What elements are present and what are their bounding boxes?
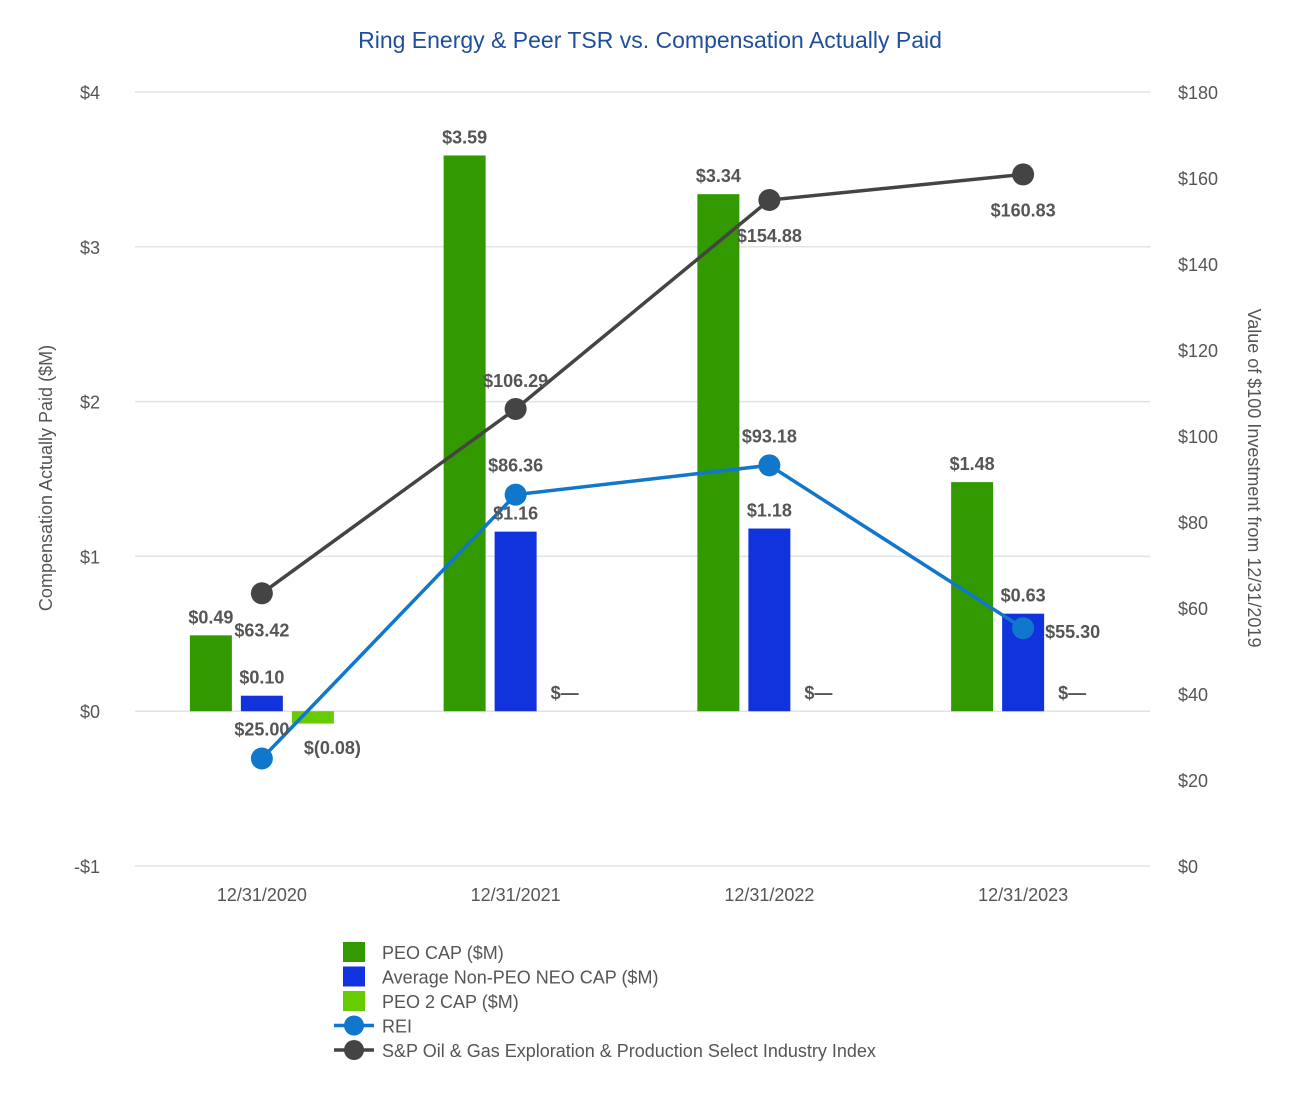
bar	[748, 528, 791, 712]
y-right-tick-label: $180	[1178, 83, 1218, 103]
y-left-axis-title: Compensation Actually Paid ($M)	[36, 345, 56, 611]
line-data-label: $93.18	[742, 426, 797, 446]
bar-data-label: $—	[551, 683, 579, 703]
x-tick-label: 12/31/2023	[978, 885, 1068, 905]
lines	[250, 163, 1035, 770]
series-marker	[250, 582, 273, 605]
bar-data-label: $1.18	[747, 501, 792, 521]
x-tick-label: 12/31/2021	[471, 885, 561, 905]
y-right-tick-label: $0	[1178, 857, 1198, 877]
line-data-label: $160.83	[991, 200, 1056, 220]
legend-label: PEO 2 CAP ($M)	[382, 992, 519, 1012]
series-marker	[504, 397, 527, 420]
y-left-tick-label: $2	[80, 393, 100, 413]
y-right-axis-title: Value of $100 Investment from 12/31/2019	[1244, 309, 1264, 648]
data-labels: $0.49 $3.59 $3.34 $1.48 $0.10 $1.16 $1.18 $0.63…	[188, 127, 1100, 758]
series-marker	[758, 189, 781, 212]
x-tick-label: 12/31/2020	[217, 885, 307, 905]
line-data-label: $63.42	[234, 620, 289, 640]
legend-label: Average Non-PEO NEO CAP ($M)	[382, 968, 658, 988]
bar	[494, 531, 537, 712]
right-axis-ticks: $0 $20 $40 $60 $80 $100 $120 $140 $160 $180	[1178, 83, 1218, 877]
y-right-tick-label: $20	[1178, 771, 1208, 791]
legend-label: REI	[382, 1017, 412, 1037]
bar-data-label: $0.10	[239, 668, 284, 688]
legend-label: S&P Oil & Gas Exploration & Production S…	[382, 1041, 876, 1061]
bar-data-label: $1.48	[950, 454, 995, 474]
y-right-tick-label: $160	[1178, 169, 1218, 189]
x-axis-ticks: 12/31/2020 12/31/2021 12/31/2022 12/31/2023	[217, 885, 1068, 905]
bar	[697, 194, 740, 712]
legend-marker-swatch	[344, 1015, 364, 1036]
line-data-label: $55.30	[1045, 622, 1100, 642]
series-marker	[250, 747, 273, 770]
line-data-label: $154.88	[737, 226, 802, 246]
line-data-label: $25.00	[234, 720, 289, 740]
bar-data-label: $(0.08)	[304, 738, 361, 758]
y-left-tick-label: $3	[80, 238, 100, 258]
series-marker	[758, 454, 781, 477]
left-axis-ticks: -$1 $0 $1 $2 $3 $4	[74, 83, 100, 877]
legend-swatch	[343, 991, 365, 1011]
bar-data-label: $—	[804, 683, 832, 703]
legend: PEO CAP ($M) Average Non-PEO NEO CAP ($M)…	[334, 942, 876, 1061]
y-right-tick-label: $40	[1178, 685, 1208, 705]
y-right-tick-label: $80	[1178, 513, 1208, 533]
chart-title: Ring Energy & Peer TSR vs. Compensation …	[358, 27, 942, 53]
bar-data-label: $—	[1058, 683, 1086, 703]
legend-swatch	[343, 942, 365, 962]
y-right-tick-label: $100	[1178, 427, 1218, 447]
y-right-tick-label: $60	[1178, 599, 1208, 619]
series-marker	[504, 483, 527, 506]
bar	[443, 155, 486, 712]
bar	[189, 635, 232, 712]
series-marker	[1012, 163, 1035, 186]
line-data-label: $86.36	[488, 456, 543, 476]
legend-label: PEO CAP ($M)	[382, 943, 504, 963]
y-left-tick-label: $0	[80, 702, 100, 722]
bar-data-label: $3.34	[696, 166, 741, 186]
bars	[189, 155, 1045, 724]
y-left-tick-label: -$1	[74, 857, 100, 877]
line-data-label: $106.29	[483, 371, 548, 391]
y-right-tick-label: $120	[1178, 341, 1218, 361]
x-tick-label: 12/31/2022	[724, 885, 814, 905]
legend-marker-swatch	[344, 1040, 364, 1060]
series-marker	[1012, 617, 1035, 640]
bar-data-label: $0.49	[188, 607, 233, 627]
bar-data-label: $3.59	[442, 127, 487, 147]
bar	[240, 695, 283, 712]
y-left-tick-label: $4	[80, 83, 100, 103]
y-left-tick-label: $1	[80, 547, 100, 567]
legend-swatch	[343, 966, 365, 987]
bar-data-label: $1.16	[493, 504, 538, 524]
bar-data-label: $0.63	[1001, 586, 1046, 606]
series-line	[260, 172, 1024, 595]
series-line	[260, 463, 1025, 760]
y-right-tick-label: $140	[1178, 255, 1218, 275]
